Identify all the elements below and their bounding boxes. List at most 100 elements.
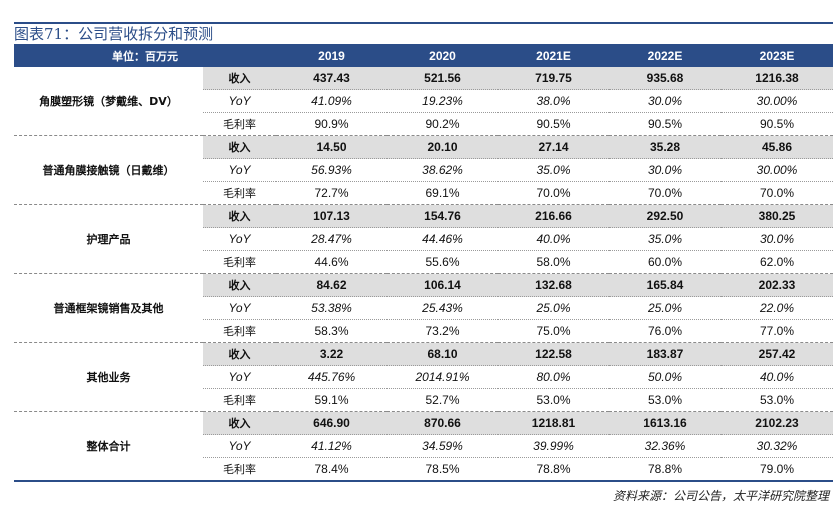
value-cell: 521.56 xyxy=(387,67,498,90)
value-cell: 90.5% xyxy=(498,112,609,136)
source-note: 资料来源：公司公告，太平洋研究院整理 xyxy=(612,489,829,503)
value-cell: 75.0% xyxy=(498,319,609,343)
table-row: YoY 445.76% 2014.91% 80.0% 50.0% 40.0% xyxy=(14,365,833,389)
revenue-forecast-table: 单位：百万元 2019 2020 2021E 2022E 2023E 角膜塑形镜… xyxy=(14,44,833,482)
title-bar: 图表71：公司营收拆分和预测 xyxy=(0,0,833,43)
value-cell: 22.0% xyxy=(721,296,833,320)
table-row: 毛利率 90.9% 90.2% 90.5% 90.5% 90.5% xyxy=(14,112,833,136)
value-cell: 55.6% xyxy=(387,250,498,274)
table-row: 毛利率 58.3% 73.2% 75.0% 76.0% 77.0% xyxy=(14,319,833,343)
value-cell: 79.0% xyxy=(721,457,833,482)
value-cell: 78.5% xyxy=(387,457,498,482)
value-cell: 25.0% xyxy=(609,296,721,320)
value-cell: 53.38% xyxy=(276,296,387,320)
segment-name: 普通框架镜销售及其他 xyxy=(14,273,203,343)
metric-label: 毛利率 xyxy=(203,388,276,412)
value-cell: 106.14 xyxy=(387,273,498,297)
table-body: 角膜塑形镜（梦戴维、DV） 收入 437.43 521.56 719.75 935.68 1… xyxy=(14,67,833,482)
value-cell: 69.1% xyxy=(387,181,498,205)
segment-name: 整体合计 xyxy=(14,411,203,482)
value-cell: 53.0% xyxy=(498,388,609,412)
value-cell: 72.7% xyxy=(276,181,387,205)
value-cell: 68.10 xyxy=(387,342,498,366)
value-cell: 58.0% xyxy=(498,250,609,274)
value-cell: 73.2% xyxy=(387,319,498,343)
metric-label: 收入 xyxy=(203,342,276,366)
value-cell: 646.90 xyxy=(276,411,387,435)
value-cell: 183.87 xyxy=(609,342,721,366)
value-cell: 80.0% xyxy=(498,365,609,389)
table-row: YoY 56.93% 38.62% 35.0% 30.0% 30.00% xyxy=(14,158,833,182)
metric-label: 收入 xyxy=(203,67,276,90)
title-rule xyxy=(14,22,833,24)
value-cell: 60.0% xyxy=(609,250,721,274)
metric-label: 毛利率 xyxy=(203,250,276,274)
table-row: 毛利率 44.6% 55.6% 58.0% 60.0% 62.0% xyxy=(14,250,833,274)
table-row: 普通框架镜销售及其他 收入 84.62 106.14 132.68 165.84 202.3… xyxy=(14,273,833,343)
value-cell: 25.43% xyxy=(387,296,498,320)
metric-label: YoY xyxy=(203,158,276,182)
value-cell: 165.84 xyxy=(609,273,721,297)
value-cell: 257.42 xyxy=(721,342,833,366)
unit-label: 单位：百万元 xyxy=(14,44,276,67)
value-cell: 41.09% xyxy=(276,89,387,113)
metric-label: 毛利率 xyxy=(203,181,276,205)
year-header: 2023E xyxy=(721,44,833,67)
metric-label: 收入 xyxy=(203,204,276,228)
segment-name: 其他业务 xyxy=(14,342,203,412)
value-cell: 2102.23 xyxy=(721,411,833,435)
value-cell: 77.0% xyxy=(721,319,833,343)
year-header: 2022E xyxy=(609,44,721,67)
table-row: YoY 41.12% 34.59% 39.99% 32.36% 30.32% xyxy=(14,434,833,458)
metric-label: YoY xyxy=(203,296,276,320)
value-cell: 34.59% xyxy=(387,434,498,458)
figure-title: 图表71：公司营收拆分和预测 xyxy=(14,25,214,43)
metric-label: 收入 xyxy=(203,135,276,159)
value-cell: 78.8% xyxy=(609,457,721,482)
value-cell: 50.0% xyxy=(609,365,721,389)
value-cell: 58.3% xyxy=(276,319,387,343)
value-cell: 32.36% xyxy=(609,434,721,458)
value-cell: 53.0% xyxy=(721,388,833,412)
value-cell: 30.00% xyxy=(721,158,833,182)
value-cell: 35.0% xyxy=(609,227,721,251)
value-cell: 935.68 xyxy=(609,67,721,90)
year-header: 2021E xyxy=(498,44,609,67)
table-row: YoY 28.47% 44.46% 40.0% 35.0% 30.0% xyxy=(14,227,833,251)
value-cell: 107.13 xyxy=(276,204,387,228)
value-cell: 3.22 xyxy=(276,342,387,366)
value-cell: 78.8% xyxy=(498,457,609,482)
value-cell: 1613.16 xyxy=(609,411,721,435)
table-row: 普通角膜接触镜（日戴维） 收入 14.50 20.10 27.14 35.28 45.86 xyxy=(14,135,833,205)
value-cell: 78.4% xyxy=(276,457,387,482)
value-cell: 38.62% xyxy=(387,158,498,182)
value-cell: 202.33 xyxy=(721,273,833,297)
value-cell: 1216.38 xyxy=(721,67,833,90)
metric-label: 毛利率 xyxy=(203,112,276,136)
value-cell: 70.0% xyxy=(721,181,833,205)
metric-label: 收入 xyxy=(203,411,276,435)
value-cell: 70.0% xyxy=(498,181,609,205)
table-row: 护理产品 收入 107.13 154.76 216.66 292.50 380.25 xyxy=(14,204,833,274)
value-cell: 437.43 xyxy=(276,67,387,90)
value-cell: 59.1% xyxy=(276,388,387,412)
metric-label: YoY xyxy=(203,89,276,113)
value-cell: 62.0% xyxy=(721,250,833,274)
value-cell: 30.0% xyxy=(609,89,721,113)
value-cell: 2014.91% xyxy=(387,365,498,389)
value-cell: 44.6% xyxy=(276,250,387,274)
year-header: 2020 xyxy=(387,44,498,67)
value-cell: 90.5% xyxy=(609,112,721,136)
value-cell: 30.0% xyxy=(609,158,721,182)
value-cell: 84.62 xyxy=(276,273,387,297)
value-cell: 870.66 xyxy=(387,411,498,435)
value-cell: 14.50 xyxy=(276,135,387,159)
value-cell: 292.50 xyxy=(609,204,721,228)
table-row: 毛利率 78.4% 78.5% 78.8% 78.8% 79.0% xyxy=(14,457,833,482)
metric-label: 毛利率 xyxy=(203,319,276,343)
value-cell: 35.28 xyxy=(609,135,721,159)
segment-name: 护理产品 xyxy=(14,204,203,274)
table-row: YoY 53.38% 25.43% 25.0% 25.0% 22.0% xyxy=(14,296,833,320)
table-row: YoY 41.09% 19.23% 38.0% 30.0% 30.00% xyxy=(14,89,833,113)
table-row: 其他业务 收入 3.22 68.10 122.58 183.87 257.42 xyxy=(14,342,833,412)
